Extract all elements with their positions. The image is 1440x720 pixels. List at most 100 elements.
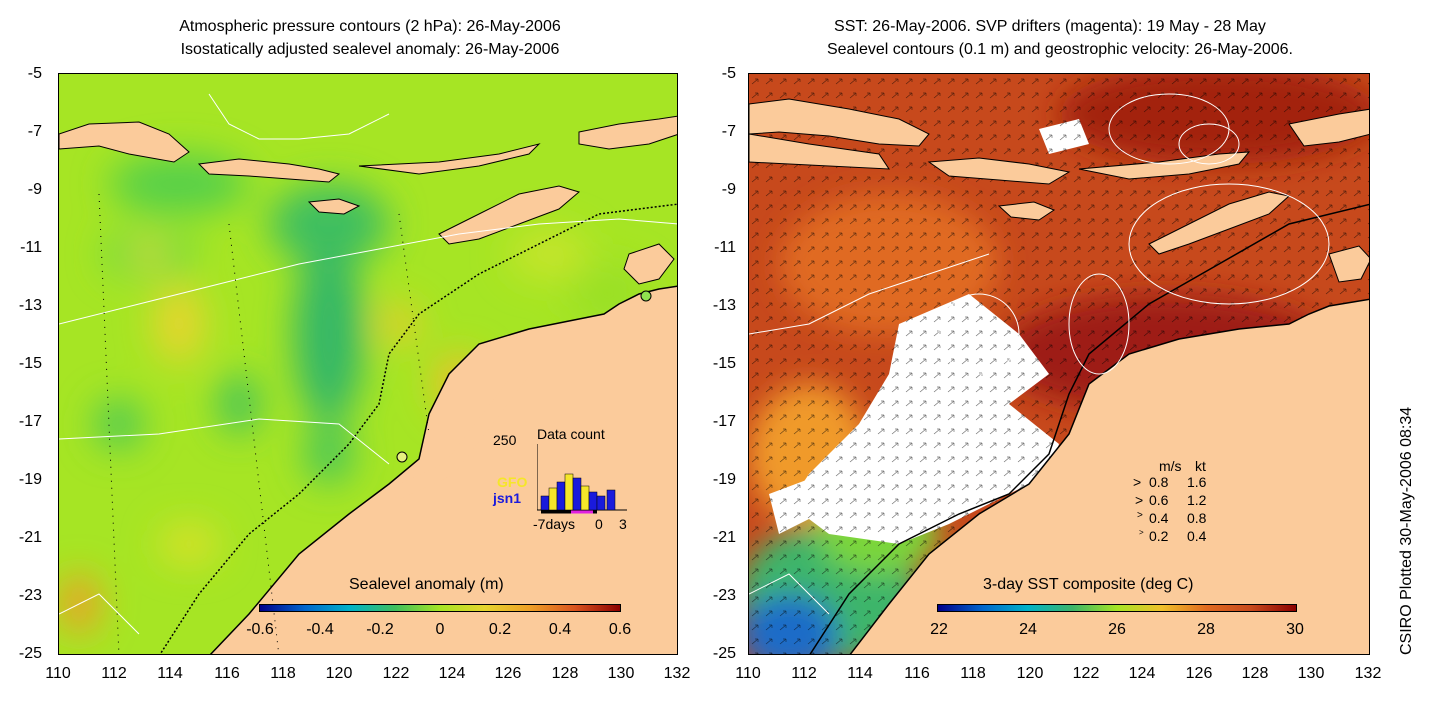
australia-land [849, 298, 1369, 654]
drifter-marker [640, 290, 652, 302]
x-tick: 128 [1241, 665, 1269, 682]
y-tick: -13 [712, 297, 736, 314]
legend-header-kt: kt [1195, 458, 1206, 474]
right-cbar-tick: 24 [1019, 621, 1037, 638]
y-tick: -23 [712, 587, 736, 604]
left-cbar-tick: -0.4 [306, 621, 334, 638]
x-tick: 124 [438, 665, 466, 682]
legend-arrow-icon: > [1137, 510, 1143, 521]
x-tick: 118 [270, 665, 296, 682]
legend-arrow-icon: > [1135, 492, 1144, 508]
x-tick: 126 [1185, 665, 1213, 682]
left-cbar-tick: 0.6 [608, 621, 632, 638]
y-tick: -25 [712, 645, 736, 662]
x-tick: 122 [1072, 665, 1100, 682]
indonesia-islands [59, 121, 190, 163]
x-tick: 124 [1128, 665, 1156, 682]
x-tick: 132 [663, 665, 691, 682]
right-colorbar [937, 604, 1297, 612]
y-tick: -9 [27, 181, 42, 198]
sst-map: m/s kt > 0.8 1.6 > 0.6 1.2 > 0.4 0.8 > 0… [748, 73, 1370, 655]
data-count-inset: 250 Data count GFO jsn1 -7days 0 3 [479, 426, 639, 536]
y-tick: -7 [27, 123, 42, 140]
x-tick: 116 [214, 665, 240, 682]
y-tick: -19 [18, 471, 42, 488]
left-cbar-tick: 0 [435, 621, 445, 638]
y-tick: -21 [712, 529, 736, 546]
y-tick: -23 [18, 587, 42, 604]
legend-arrow-icon: > [1133, 474, 1142, 490]
x-tick: 112 [101, 665, 127, 682]
y-tick: -11 [714, 239, 736, 256]
right-cbar-tick: 28 [1197, 621, 1215, 638]
right-cbar-tick: 30 [1286, 621, 1304, 638]
y-tick: -5 [27, 65, 42, 82]
left-title-line1: Atmospheric pressure contours (2 hPa): 2… [179, 18, 561, 35]
x-tick: 114 [157, 665, 183, 682]
x-tick: 132 [1354, 665, 1382, 682]
left-colorbar-label: Sealevel anomaly (m) [349, 576, 504, 593]
x-tick: 116 [904, 665, 930, 682]
left-title-line2: Isostatically adjusted sealevel anomaly:… [180, 41, 560, 58]
legend-kt-0: 1.6 [1187, 474, 1207, 490]
x-tick: 112 [791, 665, 817, 682]
x-tick: 118 [960, 665, 986, 682]
legend-kt-1: 1.2 [1187, 492, 1207, 508]
x-tick: 110 [735, 665, 761, 682]
sst-field [749, 74, 1369, 654]
y-tick: -17 [18, 413, 42, 430]
right-title-line2: Sealevel contours (0.1 m) and geostrophi… [826, 41, 1293, 58]
y-tick: -13 [18, 297, 42, 314]
inset-series-jsn1: jsn1 [493, 490, 522, 506]
inset-xlabel-start: -7days [533, 516, 576, 532]
legend-kt-2: 0.8 [1187, 510, 1207, 526]
left-cbar-tick: 0.4 [548, 621, 572, 638]
y-tick: -15 [18, 355, 42, 372]
x-tick: 120 [325, 665, 353, 682]
left-cbar-tick: -0.2 [366, 621, 394, 638]
legend-ms-2: 0.4 [1149, 510, 1169, 526]
y-tick: -15 [712, 355, 736, 372]
x-tick: 110 [45, 665, 71, 682]
x-tick: 130 [607, 665, 635, 682]
legend-ms-0: 0.8 [1149, 474, 1169, 490]
x-tick: 130 [1297, 665, 1325, 682]
legend-kt-3: 0.4 [1187, 528, 1207, 544]
indonesia-islands [749, 98, 930, 147]
legend-ms-3: 0.2 [1149, 528, 1169, 544]
left-cbar-tick: 0.2 [488, 621, 512, 638]
left-colorbar [259, 604, 621, 612]
y-tick: -17 [712, 413, 736, 430]
x-tick: 128 [551, 665, 579, 682]
y-tick: -7 [721, 123, 736, 140]
legend-header-ms: m/s [1159, 458, 1182, 474]
right-cbar-tick: 26 [1108, 621, 1126, 638]
right-colorbar-label: 3-day SST composite (deg C) [983, 576, 1194, 593]
y-tick: -11 [20, 239, 42, 256]
x-tick: 126 [494, 665, 522, 682]
x-tick: 114 [847, 665, 873, 682]
data-count-histogram [537, 444, 627, 514]
y-tick: -25 [18, 645, 42, 662]
drifter-marker [396, 451, 408, 463]
left-cbar-tick: -0.6 [246, 621, 274, 638]
legend-ms-1: 0.6 [1149, 492, 1169, 508]
y-tick: -19 [712, 471, 736, 488]
inset-series-gfo: GFO [497, 474, 528, 490]
right-title-line1: SST: 26-May-2006. SVP drifters (magenta)… [834, 18, 1266, 35]
inset-xlabel-zero: 0 [595, 516, 603, 532]
y-tick: -5 [721, 65, 736, 82]
sealevel-anomaly-map: 250 Data count GFO jsn1 -7days 0 3 Seale… [58, 73, 678, 655]
y-tick: -21 [18, 529, 42, 546]
inset-title: Data count [537, 426, 605, 442]
plot-credit: CSIRO Plotted 30-May-2006 08:34 [1398, 406, 1415, 655]
inset-ymax-label: 250 [493, 432, 517, 448]
x-tick: 120 [1016, 665, 1044, 682]
right-cbar-tick: 22 [930, 621, 948, 638]
x-tick: 122 [382, 665, 410, 682]
inset-xlabel-end: 3 [619, 516, 627, 532]
velocity-legend: m/s kt > 0.8 1.6 > 0.6 1.2 > 0.4 0.8 > 0… [1133, 458, 1253, 548]
legend-arrow-icon: > [1139, 528, 1144, 537]
y-tick: -9 [721, 181, 736, 198]
sealevel-anomaly-field [59, 74, 677, 654]
